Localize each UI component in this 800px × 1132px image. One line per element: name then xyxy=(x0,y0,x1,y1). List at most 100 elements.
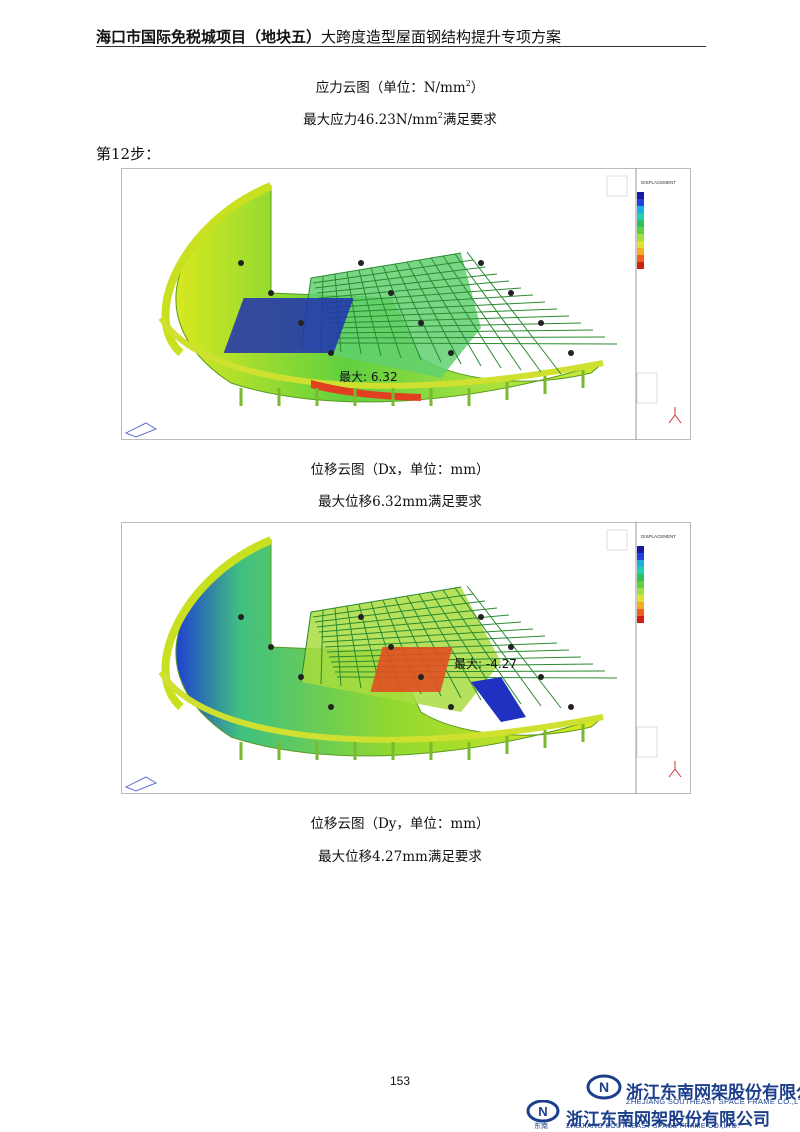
company-name: 浙江东南网架股份有限公司 xyxy=(566,1110,770,1130)
grid-member xyxy=(430,257,502,369)
grid-member xyxy=(316,607,498,628)
grid-member xyxy=(324,635,546,648)
superscript: 2 xyxy=(437,111,443,120)
header-title-bold: 海口市国际免税城项目（地块五） xyxy=(96,28,322,46)
legend-swatch xyxy=(637,206,644,213)
figure: 最大: 6.32 DISPLACEMENT xyxy=(121,168,691,440)
legend-title: DISPLACEMENT xyxy=(641,534,676,539)
grid-member xyxy=(418,259,482,367)
support-node xyxy=(268,290,274,296)
legend-swatch xyxy=(637,227,644,234)
legend-swatch xyxy=(637,234,644,241)
grid-member xyxy=(394,263,442,363)
grid-member xyxy=(324,301,546,314)
superscript: 2 xyxy=(465,79,471,88)
view-icon xyxy=(124,422,158,438)
svg-text:N: N xyxy=(538,1104,547,1119)
hot-zone xyxy=(471,677,526,722)
support-node xyxy=(538,674,544,680)
legend-swatch xyxy=(637,588,644,595)
support-node xyxy=(298,674,304,680)
grid-member xyxy=(320,287,522,304)
company-name-en: ZHEJIANG SOUTHEAST SPACE FRAME CO.,LTD. xyxy=(566,1123,740,1130)
support-node xyxy=(298,320,304,326)
grid-member xyxy=(330,656,582,663)
grid-member xyxy=(382,265,422,361)
grid-member xyxy=(312,593,474,618)
support-node xyxy=(568,350,574,356)
support-node xyxy=(568,704,574,710)
grid-member xyxy=(454,253,542,373)
legend-info xyxy=(636,726,658,758)
legend-info xyxy=(636,372,658,404)
max-label: 最大: -4.27 xyxy=(454,657,517,671)
support-node xyxy=(238,260,244,266)
grid-member xyxy=(358,269,382,357)
roof-ring xyxy=(158,316,604,389)
grid-member xyxy=(312,259,474,284)
support-node xyxy=(358,260,364,266)
header-title: 海口市国际免税城项目（地块五）大跨度造型屋面钢结构提升专项方案 xyxy=(96,26,561,47)
support-node xyxy=(538,320,544,326)
roof-ring xyxy=(158,670,604,743)
support-node xyxy=(418,674,424,680)
grid-member xyxy=(406,261,462,365)
stress-result: 最大应力46.23N/mm2满足要求 xyxy=(0,108,800,128)
support-node xyxy=(388,644,394,650)
figure-caption: 位移云图（Dy，单位：mm） xyxy=(310,816,490,832)
legend-swatch xyxy=(637,213,644,220)
legend-swatch xyxy=(637,220,644,227)
grid-member xyxy=(320,609,324,685)
legend-swatch xyxy=(637,567,644,574)
axis-icon xyxy=(668,407,682,424)
max-label: 最大: 6.32 xyxy=(339,370,398,384)
company-name-en: ZHEJIANG SOUTHEAST SPACE FRAME CO.,LTD. xyxy=(626,1097,800,1106)
grid-member xyxy=(300,611,312,683)
grid-member xyxy=(466,251,562,375)
support-node xyxy=(448,350,454,356)
legend-swatch xyxy=(637,560,644,567)
legend-swatch xyxy=(637,192,644,199)
grid-member xyxy=(454,587,542,707)
company-name: 浙江东南网架股份有限公司 xyxy=(626,1083,800,1103)
view-cube xyxy=(606,529,628,551)
text: ） xyxy=(470,80,485,96)
legend-swatch xyxy=(637,199,644,206)
grid-member xyxy=(336,342,618,345)
grid-member xyxy=(316,273,498,294)
support-node xyxy=(478,260,484,266)
grid-member xyxy=(332,329,594,334)
grid-member xyxy=(328,315,570,324)
grid-member xyxy=(442,255,522,371)
logo-text: 东南 xyxy=(534,1122,548,1130)
roof-arch xyxy=(161,536,273,711)
legend-swatch xyxy=(637,255,644,262)
view-icon xyxy=(124,776,158,792)
header-rule xyxy=(96,46,706,47)
grid-member xyxy=(346,271,362,355)
figure-result: 最大位移6.32mm满足要求 xyxy=(318,494,482,510)
support-node xyxy=(508,644,514,650)
figure: 最大: -4.27 DISPLACEMENT xyxy=(121,522,691,794)
legend-swatch xyxy=(637,616,644,623)
svg-text:N: N xyxy=(599,1079,609,1095)
support-node xyxy=(358,614,364,620)
grid-member xyxy=(334,336,606,339)
view-cube xyxy=(606,175,628,197)
support-node xyxy=(328,350,334,356)
support-node xyxy=(478,614,484,620)
support-node xyxy=(268,644,274,650)
support-node xyxy=(418,320,424,326)
page-number: 153 xyxy=(389,1074,411,1088)
support-node xyxy=(388,290,394,296)
hot-zone xyxy=(370,647,453,692)
grid-member xyxy=(314,266,486,289)
grid-member xyxy=(310,252,462,279)
grid-member xyxy=(334,607,342,687)
step-label: 第12步： xyxy=(96,145,161,163)
legend-swatch xyxy=(637,241,644,248)
support-node xyxy=(508,290,514,296)
legend-swatch xyxy=(637,248,644,255)
legend-swatch xyxy=(637,609,644,616)
axis-icon xyxy=(668,761,682,778)
